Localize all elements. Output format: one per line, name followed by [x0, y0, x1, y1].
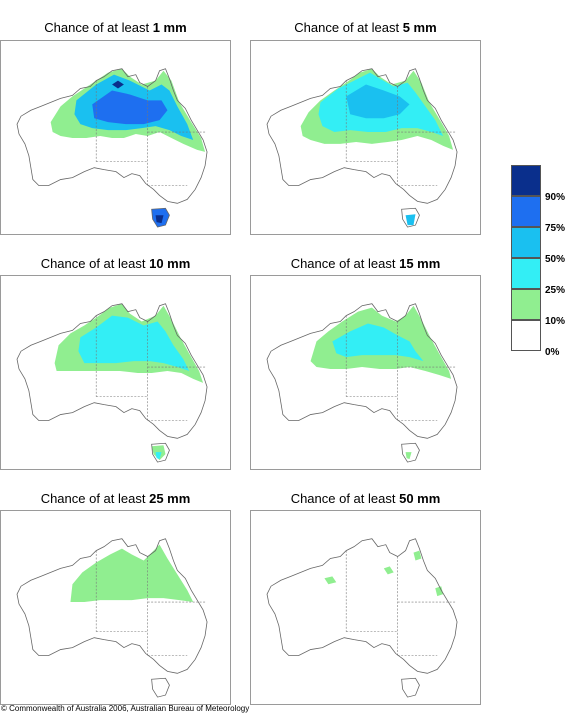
- legend-tick-label: 75%: [545, 223, 566, 234]
- panel-title: Chance of at least 15 mm: [290, 256, 441, 271]
- state-borders: [345, 315, 456, 421]
- australia-map-svg: [266, 538, 458, 698]
- state-borders: [95, 550, 206, 656]
- coastline: [266, 538, 458, 674]
- australia-map: [250, 510, 481, 705]
- coastline: [16, 538, 208, 674]
- legend-tick-label: 10%: [545, 316, 566, 327]
- panel-title: Chance of at least 25 mm: [40, 491, 191, 506]
- mainland: [267, 538, 458, 674]
- legend-swatch: [511, 165, 541, 196]
- tasmania-coastline: [401, 442, 420, 463]
- australia-map-svg: [266, 68, 458, 228]
- legend-tick-label: 90%: [545, 192, 566, 203]
- state-borders: [345, 550, 456, 656]
- rain-probability-area: [435, 586, 444, 597]
- rain-probability-area: [383, 566, 394, 575]
- coastline: [16, 68, 208, 204]
- tasmania-coastline: [151, 442, 170, 463]
- legend-swatch: [511, 258, 541, 289]
- legend-swatch: [511, 320, 541, 351]
- rain-probability-area: [332, 323, 424, 362]
- tasmania: [151, 678, 170, 698]
- panel-title: Chance of at least 5 mm: [294, 20, 437, 35]
- australia-map-svg: [266, 303, 458, 463]
- legend-swatch: [511, 196, 541, 227]
- copyright-notice: © Commonwealth of Australia 2006, Austra…: [1, 704, 250, 713]
- rain-probability-area: [155, 215, 164, 224]
- australia-map-svg: [16, 538, 208, 698]
- legend-tick-label: 0%: [545, 347, 560, 358]
- australia-map: [0, 40, 231, 235]
- rain-probability-area: [155, 452, 162, 460]
- australia-map: [250, 275, 481, 470]
- tasmania-coastline: [151, 207, 170, 228]
- panel-title: Chance of at least 10 mm: [40, 256, 191, 271]
- australia-map-svg: [16, 68, 208, 228]
- australia-map: [0, 510, 231, 705]
- tasmania-coastline: [401, 677, 420, 698]
- rain-probability-area: [92, 90, 168, 125]
- state-borders: [345, 80, 456, 186]
- legend-tick-label: 25%: [545, 285, 566, 296]
- australia-map: [250, 40, 481, 235]
- rain-probability-area: [324, 576, 337, 585]
- rain-probability-area: [346, 84, 410, 119]
- rain-probability-area: [70, 544, 194, 603]
- panel-title: Chance of at least 1 mm: [44, 20, 187, 35]
- rain-probability-area: [405, 214, 416, 226]
- rain-probability-area: [112, 80, 124, 89]
- legend-swatch: [511, 289, 541, 320]
- rain-probability-area: [405, 452, 412, 460]
- state-borders: [95, 80, 206, 186]
- coastline: [266, 68, 458, 204]
- legend-tick-label: 50%: [545, 254, 566, 265]
- coastline: [266, 303, 458, 439]
- coastline: [16, 303, 208, 439]
- tasmania: [401, 678, 420, 698]
- state-borders: [95, 315, 206, 421]
- rain-probability-area: [78, 315, 190, 372]
- tasmania-coastline: [401, 207, 420, 228]
- panel-title: Chance of at least 50 mm: [290, 491, 441, 506]
- tasmania-coastline: [151, 677, 170, 698]
- rain-probability-area: [413, 550, 422, 561]
- legend-swatch: [511, 227, 541, 258]
- australia-map: [0, 275, 231, 470]
- australia-map-svg: [16, 303, 208, 463]
